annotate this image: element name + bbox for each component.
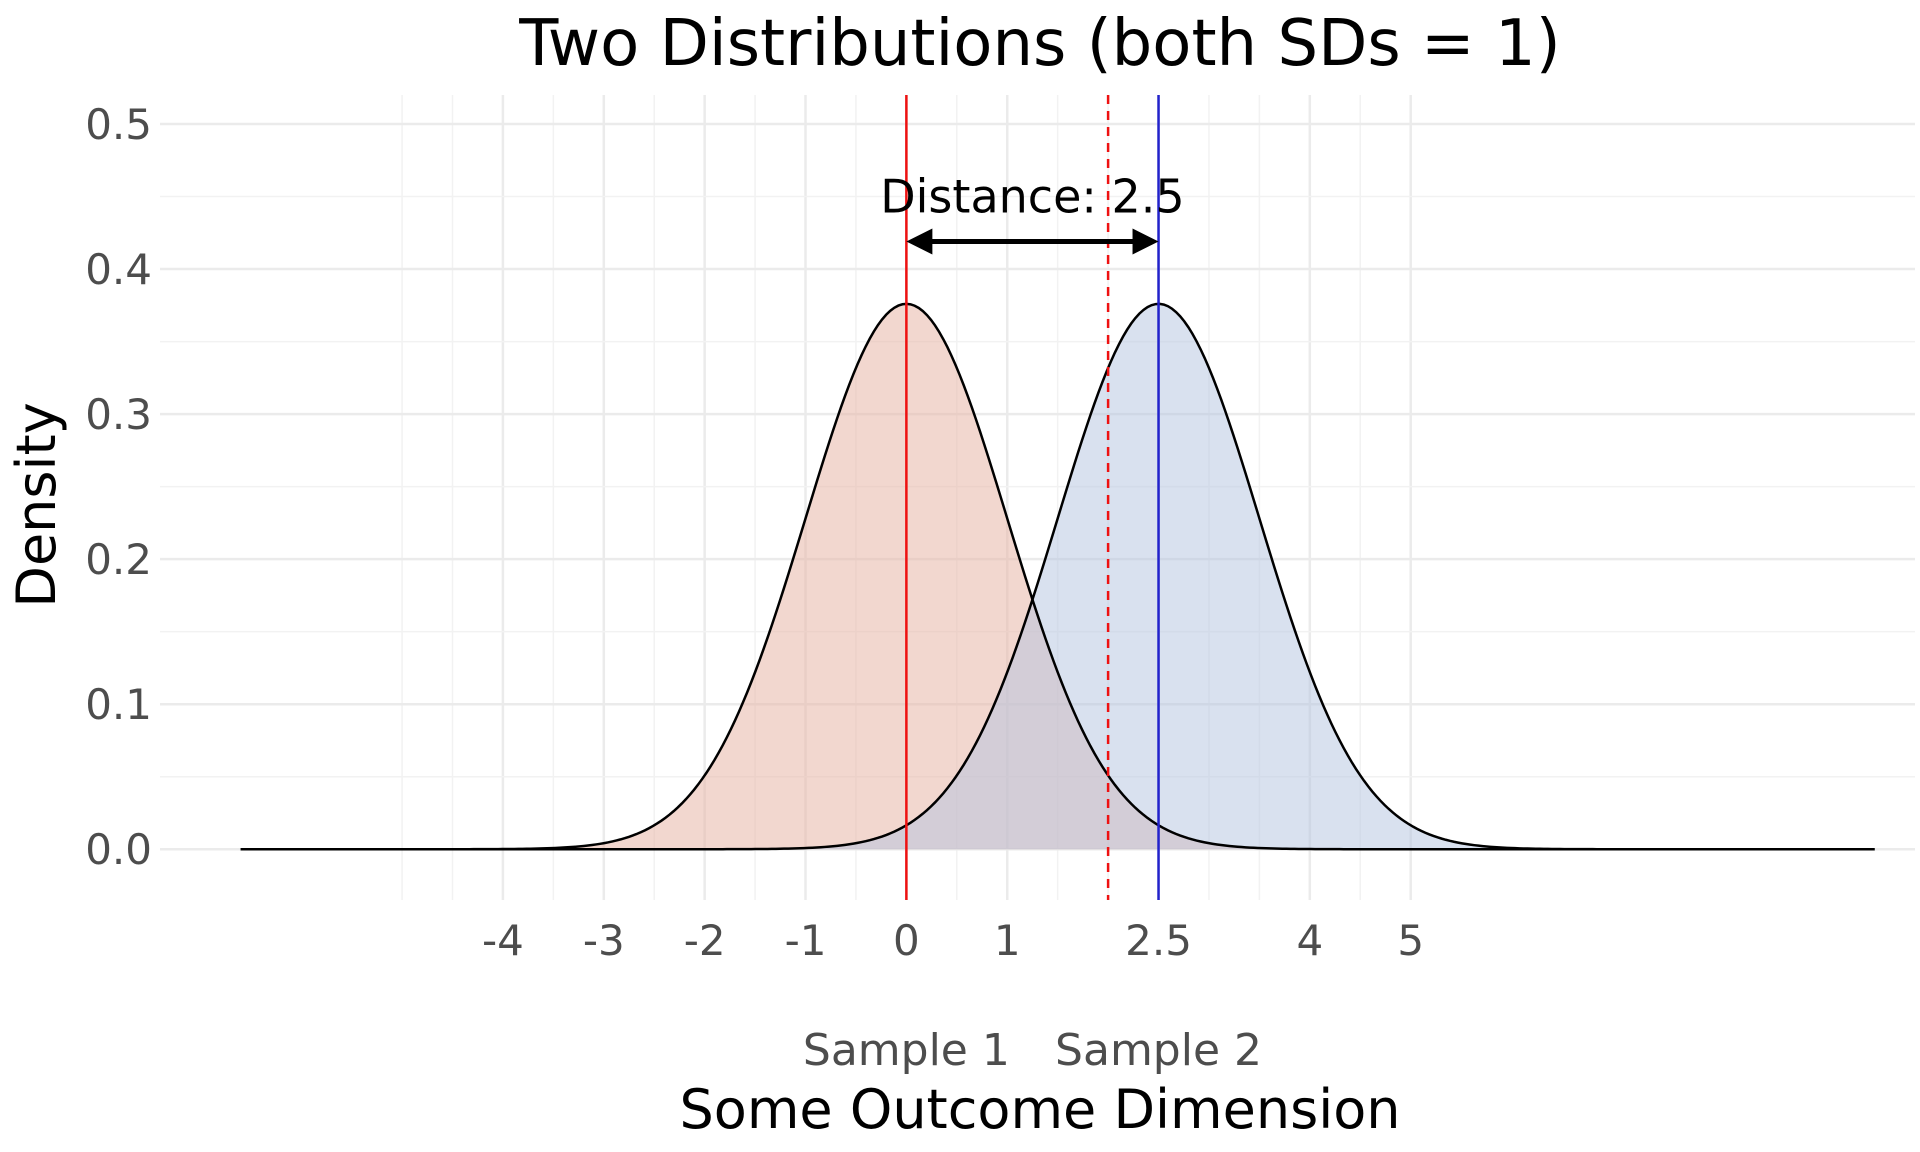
- x-tick-label: 0: [893, 916, 920, 965]
- y-tick-label: 0.4: [85, 245, 152, 294]
- y-tick-label: 0.3: [85, 390, 152, 439]
- group-label: Sample 1: [803, 1025, 1010, 1076]
- density-curve-2: [240, 302, 1875, 851]
- x-axis-title: Some Outcome Dimension: [680, 1078, 1401, 1141]
- distance-arrow-head-left: [906, 228, 933, 255]
- x-tick-label: 2.5: [1125, 916, 1192, 965]
- density-area-2: [240, 303, 1875, 850]
- x-tick-label: -3: [583, 916, 625, 965]
- y-tick-label: 0.0: [85, 825, 152, 874]
- distance-label: Distance: 2.5: [880, 170, 1184, 224]
- chart-title: Two Distributions (both SDs = 1): [518, 7, 1560, 81]
- x-tick-label: 5: [1397, 916, 1424, 965]
- grid-lines: [160, 95, 1915, 900]
- x-tick-label: -4: [482, 916, 524, 965]
- y-tick-label: 0.1: [85, 680, 152, 729]
- x-tick-label: -1: [785, 916, 827, 965]
- x-tick-label: 1: [994, 916, 1021, 965]
- density-curves: [240, 302, 1875, 851]
- y-tick-label: 0.5: [85, 100, 152, 149]
- distance-arrow-head-right: [1132, 228, 1159, 255]
- group-label: Sample 2: [1055, 1025, 1262, 1076]
- x-tick-labels: -4 -3 -2 -1 0 1 2.5 4 5: [482, 916, 1424, 965]
- mean-lines: [905, 95, 1160, 900]
- y-tick-labels: 0.0 0.1 0.2 0.3 0.4 0.5: [85, 100, 152, 874]
- density-areas: [240, 303, 1875, 850]
- x-tick-label: 4: [1296, 916, 1323, 965]
- distance-annotation: Distance: 2.5: [880, 170, 1185, 255]
- x-tick-label: -2: [684, 916, 726, 965]
- y-tick-label: 0.2: [85, 535, 152, 584]
- y-axis-title: Density: [5, 402, 68, 607]
- group-labels: Sample 1 Sample 2: [803, 1025, 1262, 1076]
